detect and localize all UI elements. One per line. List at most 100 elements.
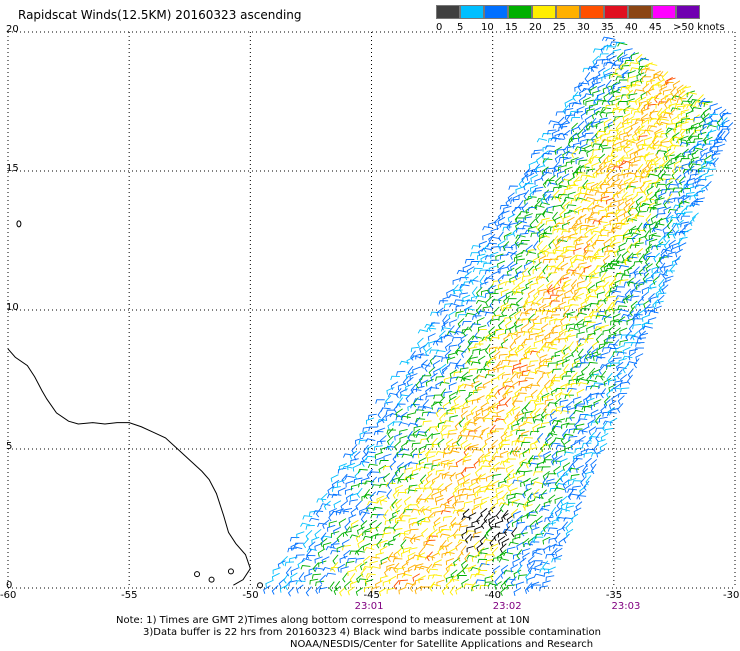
- wind-barb: [578, 262, 587, 269]
- wind-barb: [618, 197, 627, 205]
- wind-barb: [541, 207, 548, 218]
- wind-barb: [567, 191, 576, 199]
- wind-barb: [519, 232, 529, 238]
- wind-barb: [441, 356, 451, 362]
- wind-barb: [485, 474, 494, 482]
- wind-barb: [425, 395, 435, 401]
- wind-barb: [525, 244, 533, 254]
- wind-barb: [468, 482, 477, 491]
- wind-barb: [533, 149, 543, 155]
- wind-barb: [592, 81, 601, 89]
- wind-barb: [512, 446, 519, 457]
- wind-barb: [550, 408, 561, 414]
- wind-barb: [585, 470, 594, 478]
- wind-barb: [578, 324, 587, 333]
- wind-barb: [330, 531, 340, 538]
- wind-barb: [693, 129, 703, 135]
- wind-barb: [313, 510, 324, 515]
- wind-barb: [537, 283, 545, 293]
- wind-barb: [615, 286, 625, 291]
- wind-barb: [526, 196, 537, 201]
- wind-barb: [575, 342, 582, 353]
- wind-barb: [554, 146, 563, 155]
- wind-barb: [522, 225, 532, 230]
- wind-barb: [626, 116, 635, 125]
- wind-barb: [419, 354, 430, 359]
- wind-barb: [516, 564, 523, 575]
- wind-barb: [627, 374, 633, 385]
- wind-barb: [563, 533, 570, 544]
- wind-barb: [519, 557, 527, 567]
- wind-barb: [663, 112, 674, 117]
- wind-barb: [658, 192, 667, 200]
- wind-barb: [564, 446, 573, 453]
- wind-barb: [377, 419, 388, 424]
- wind-barb: [507, 332, 518, 337]
- wind-barb: [516, 416, 524, 426]
- wind-barb: [612, 313, 621, 322]
- wind-barb: [408, 517, 418, 524]
- wind-barb: [473, 412, 481, 422]
- wind-barb: [572, 94, 582, 100]
- wind-barb: [481, 427, 490, 436]
- wind-barb: [588, 308, 595, 319]
- wind-barb: [646, 96, 655, 104]
- wind-barb: [523, 261, 532, 270]
- wind-barb: [316, 498, 327, 503]
- wind-barb: [397, 397, 404, 408]
- wind-barb: [534, 407, 541, 418]
- wind-barb: [588, 431, 596, 442]
- wind-barb: [655, 288, 663, 298]
- wind-barb: [456, 507, 465, 517]
- wind-barb: [509, 222, 518, 229]
- wind-barb: [572, 142, 582, 149]
- wind-barb: [645, 263, 653, 273]
- wind-barb: [599, 180, 607, 190]
- wind-barb: [418, 479, 425, 490]
- wind-barb: [593, 382, 603, 387]
- wind-barb: [607, 302, 613, 313]
- wind-barb: [614, 278, 623, 287]
- wind-barb: [410, 383, 417, 394]
- wind-barb: [492, 364, 501, 373]
- wind-barb: [605, 104, 615, 110]
- wind-barb: [457, 318, 465, 328]
- wind-barb: [660, 248, 672, 254]
- wind-barb: [480, 547, 489, 555]
- wind-barb: [561, 230, 571, 235]
- wind-barb: [455, 324, 461, 335]
- wind-barb: [645, 255, 651, 266]
- wind-barb: [347, 586, 355, 596]
- wind-barb: [649, 193, 657, 204]
- wind-barb: [630, 52, 640, 60]
- wind-barb: [622, 294, 630, 304]
- wind-barb: [553, 376, 563, 382]
- wind-barb: [571, 366, 581, 372]
- wind-barb: [670, 107, 681, 112]
- wind-barb: [361, 456, 368, 467]
- wind-barb: [586, 325, 595, 333]
- wind-barb: [395, 484, 404, 493]
- wind-barb: [561, 173, 570, 182]
- wind-barb: [630, 138, 639, 147]
- wind-barb: [386, 429, 397, 434]
- wind-barb: [458, 525, 468, 531]
- wind-barb: [546, 478, 555, 486]
- wind-barb: [687, 132, 695, 142]
- wind-barb: [634, 215, 645, 220]
- wind-barb: [503, 570, 514, 575]
- wind-barb: [392, 489, 400, 499]
- wind-barb: [507, 192, 515, 202]
- wind-barb: [408, 484, 418, 491]
- wind-barb: [703, 107, 711, 117]
- wind-barb: [426, 327, 437, 332]
- wind-barb: [419, 474, 427, 485]
- wind-barb: [484, 488, 495, 493]
- wind-barb: [463, 500, 473, 508]
- wind-barb: [436, 462, 447, 467]
- wind-barb: [513, 492, 524, 498]
- wind-barb: [464, 271, 472, 281]
- wind-barb: [659, 86, 668, 95]
- wind-barb: [399, 435, 408, 443]
- wind-barb: [435, 494, 444, 503]
